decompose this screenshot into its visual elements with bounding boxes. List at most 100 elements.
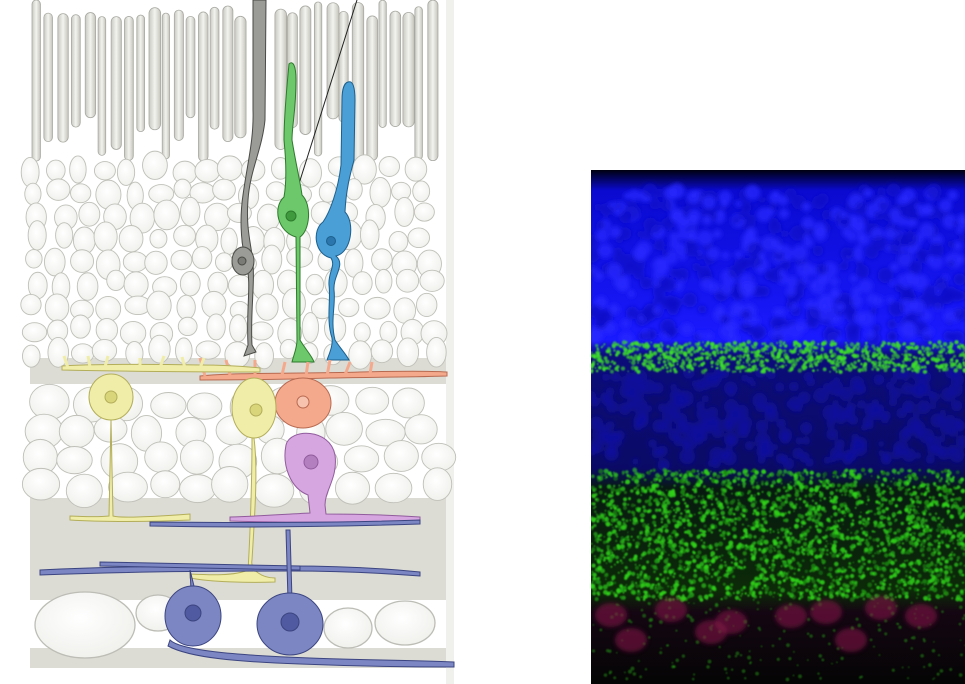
outer-segment <box>185 15 196 119</box>
onl-cell <box>191 246 213 270</box>
outer-segment <box>198 11 209 162</box>
onl-cell <box>413 202 435 222</box>
onl-cell <box>255 293 279 321</box>
onl-cell <box>173 224 196 247</box>
outer-segment <box>110 16 122 150</box>
onl-cell <box>363 296 391 320</box>
outer-segment <box>414 6 423 161</box>
onl-cell <box>21 322 48 343</box>
onl-cell <box>281 288 306 319</box>
onl-cell <box>142 150 168 180</box>
onl-cell <box>123 271 149 298</box>
onl-cell <box>22 344 41 368</box>
onl-cell <box>70 314 91 339</box>
onl-cell <box>149 229 168 249</box>
onl-cell <box>106 269 126 291</box>
inl-cell <box>56 446 93 475</box>
onl-cell <box>371 248 393 271</box>
onl-cell <box>194 158 221 183</box>
onl-cell <box>388 231 409 253</box>
onl-cell <box>419 269 445 292</box>
rod-photoreceptor-icon <box>231 0 267 357</box>
onl-cell <box>338 297 360 318</box>
onl-cell <box>176 294 196 321</box>
onl-cell <box>305 273 325 296</box>
outer-segment <box>97 16 107 156</box>
onl-cell <box>25 249 43 269</box>
inl-cell <box>150 392 187 420</box>
onl-cell <box>370 339 394 364</box>
inl-cell <box>334 471 371 505</box>
inl-cell <box>383 440 419 472</box>
inl-cell <box>254 473 295 508</box>
outer-segment <box>222 5 234 142</box>
onl-cell <box>216 155 243 182</box>
onl-cell <box>70 183 92 204</box>
onl-cell <box>352 271 373 295</box>
onl-cell <box>220 227 238 255</box>
onl-cell <box>394 196 415 227</box>
blue-cone-icon <box>315 81 356 361</box>
inl-cell <box>404 414 438 445</box>
inl-nuclei-stain <box>591 363 965 471</box>
onl-cell <box>46 178 71 201</box>
onl-cell <box>173 178 192 199</box>
onl-cell <box>301 312 320 343</box>
onl-cell <box>55 222 74 249</box>
outer-nuclear-layer <box>20 150 448 370</box>
onl-cell <box>254 342 274 370</box>
inl-cell <box>150 470 181 499</box>
onl-cell <box>95 295 122 322</box>
onl-cell <box>359 219 380 250</box>
onl-cell <box>91 339 118 362</box>
onl-cell <box>229 314 248 343</box>
outer-segment <box>299 5 312 135</box>
inner-nuclear-layer <box>21 383 457 509</box>
onl-cell <box>426 336 447 368</box>
outer-segment <box>173 9 184 141</box>
onl-cell <box>146 290 172 321</box>
onl-cell <box>69 155 87 184</box>
onl-cell <box>212 178 236 201</box>
outer-segment <box>234 15 247 139</box>
outer-segment <box>402 11 415 128</box>
outer-segment <box>389 10 402 127</box>
onl-cell <box>378 156 400 177</box>
onl-cell <box>206 313 226 341</box>
outer-segment <box>70 14 81 128</box>
outer-segment <box>148 7 162 131</box>
onl-cell <box>20 293 42 316</box>
outer-segment <box>209 6 220 130</box>
onl-cell <box>20 156 40 188</box>
onl-cell <box>93 221 118 252</box>
inl-cell <box>374 472 413 504</box>
outer-segment <box>31 0 41 162</box>
onl-cell <box>70 343 95 364</box>
onl-cell <box>76 272 99 301</box>
outer-segment <box>84 12 97 119</box>
onl-cell <box>43 247 66 277</box>
onl-cell <box>256 203 281 232</box>
outer-segment <box>161 12 170 160</box>
onl-cell <box>395 268 420 293</box>
onl-cell <box>324 313 347 343</box>
onl-cell <box>95 317 119 343</box>
inl-cell <box>211 466 249 503</box>
ganglion-cell-icon <box>39 519 455 668</box>
onl-cell <box>47 337 70 368</box>
onl-cell <box>118 225 144 253</box>
onl-cell <box>352 154 377 185</box>
onl-cell <box>116 158 136 186</box>
inl-cell <box>186 392 223 420</box>
photoreceptor-outer-segments <box>31 0 439 162</box>
outer-segment <box>366 15 379 161</box>
onl-cell <box>24 182 42 206</box>
outer-segment <box>43 12 53 143</box>
onl-cell <box>93 161 116 181</box>
inl-cell <box>179 439 214 475</box>
onl-cell <box>44 293 70 322</box>
onl-cell <box>416 292 438 317</box>
onl-cell <box>261 244 283 275</box>
inl-cell <box>343 445 380 473</box>
onl-cell <box>404 156 428 182</box>
